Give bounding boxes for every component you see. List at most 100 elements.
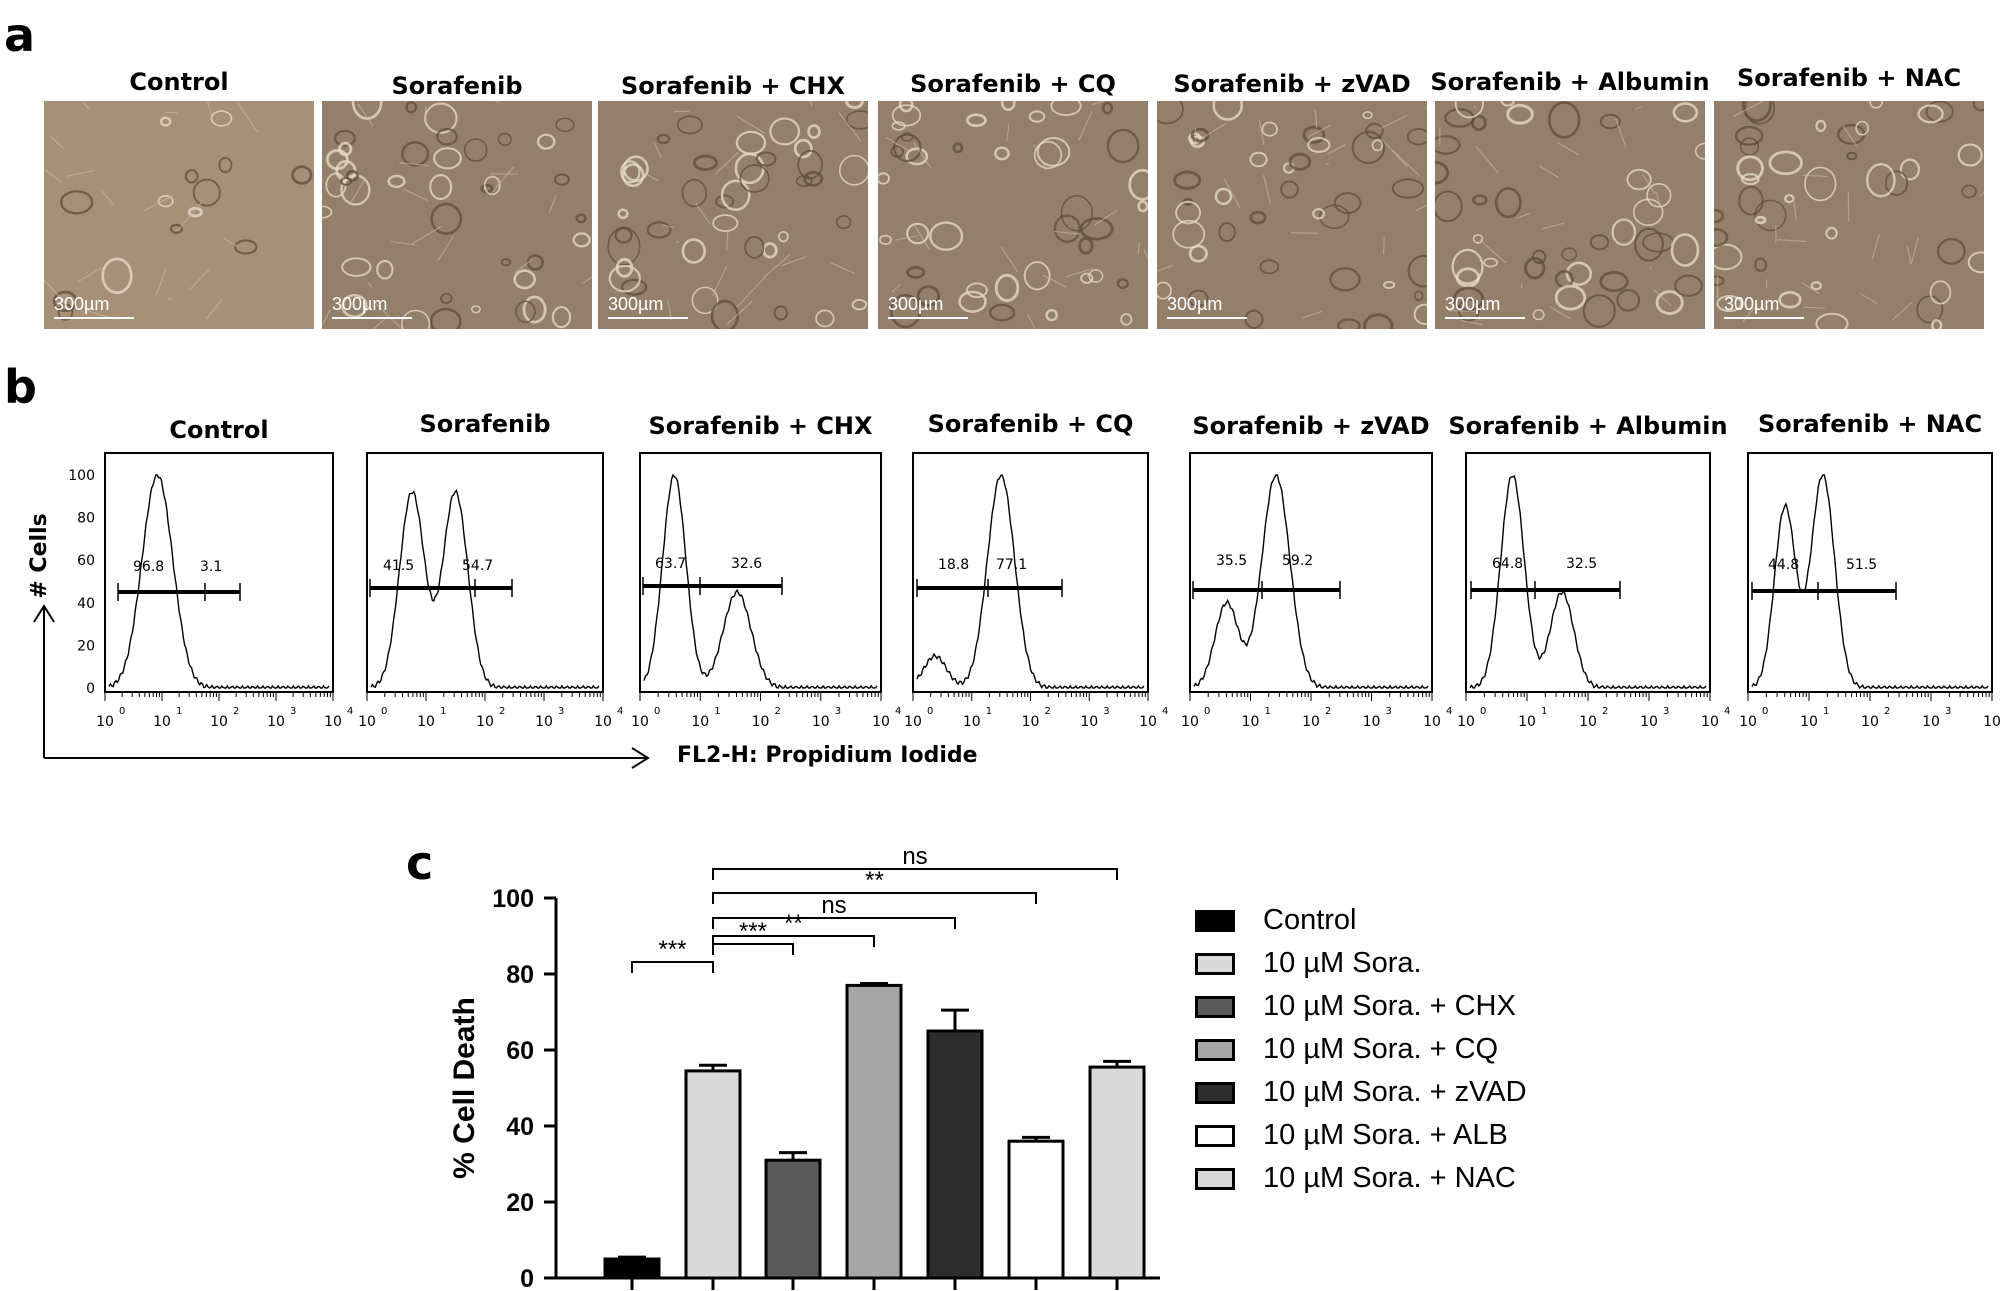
scale-bar — [608, 317, 688, 319]
micrograph-title: Sorafenib + Albumin — [1430, 68, 1710, 96]
legend-label: Control — [1263, 904, 1357, 936]
significance-label: ns — [902, 843, 927, 870]
x-tick-label: 10 — [1800, 714, 1818, 730]
legend-label: 10 µM Sora. + zVAD — [1263, 1076, 1527, 1108]
x-tick-exponent: 2 — [1045, 706, 1051, 717]
significance-label: *** — [739, 918, 767, 945]
x-tick-exponent: 1 — [440, 706, 446, 717]
micrograph-title: Sorafenib + zVAD — [1173, 70, 1411, 98]
x-tick-exponent: 3 — [290, 706, 296, 717]
x-tick-label: 10 — [1861, 714, 1879, 730]
x-tick-exponent: 4 — [1162, 706, 1168, 717]
gate-percentage-left: 35.5 — [1216, 553, 1247, 569]
legend-item: 10 µM Sora. + CHX — [1195, 990, 1715, 1022]
bar — [684, 1069, 742, 1280]
legend-swatch — [1195, 953, 1235, 975]
x-tick-exponent: 0 — [119, 706, 125, 717]
panel-letter-c: c — [406, 836, 434, 890]
x-tick-label: 10 — [1242, 714, 1260, 730]
gate-percentage-right: 3.1 — [200, 559, 222, 575]
significance-bracket — [712, 868, 1118, 880]
x-tick-exponent: 2 — [499, 706, 505, 717]
bar — [1007, 1139, 1065, 1280]
x-tick-label: 10 — [96, 714, 114, 730]
x-tick-label: 10 — [1139, 714, 1157, 730]
x-tick-label: 10 — [752, 714, 770, 730]
x-tick-label: 10 — [417, 714, 435, 730]
scale-bar-label: 300µm — [888, 294, 944, 314]
micrograph-image: 300µm — [1157, 101, 1427, 329]
gate-percentage-right: 59.2 — [1282, 553, 1313, 569]
gate-percentage-left: 44.8 — [1768, 557, 1799, 573]
x-tick-label: 10 — [1922, 714, 1940, 730]
scale-bar — [1724, 317, 1804, 319]
x-tick-exponent: 1 — [1823, 706, 1829, 717]
panel-letter-b: b — [4, 360, 37, 414]
histogram-title: Sorafenib + Albumin — [1448, 412, 1728, 440]
micrograph-title: Sorafenib + CQ — [910, 70, 1116, 98]
x-axis-title: FL2-H: Propidium Iodide — [677, 743, 978, 768]
x-tick-exponent: 3 — [1663, 706, 1669, 717]
x-tick-exponent: 4 — [617, 706, 623, 717]
histogram: 10 0 10 1 10 2 10 3 10 4 64.8 32.5 — [1457, 452, 1730, 730]
x-tick-exponent: 1 — [986, 706, 992, 717]
x-tick-label: 10 — [1302, 714, 1320, 730]
x-tick-label: 10 — [535, 714, 553, 730]
legend-item: 10 µM Sora. — [1195, 947, 1715, 979]
bar — [845, 983, 903, 1280]
x-tick-label: 10 — [1579, 714, 1597, 730]
x-tick-exponent: 4 — [347, 706, 353, 717]
x-tick-label: 10 — [267, 714, 285, 730]
x-tick-exponent: 4 — [1446, 706, 1452, 717]
bar — [764, 1158, 822, 1280]
x-tick-label: 10 — [358, 714, 376, 730]
legend-label: 10 µM Sora. + CQ — [1263, 1033, 1499, 1065]
histogram-title: Sorafenib + zVAD — [1192, 412, 1430, 440]
bar — [926, 1029, 984, 1280]
x-tick-exponent: 3 — [1945, 706, 1951, 717]
x-tick-label: 10 — [1423, 714, 1441, 730]
histogram: 10 0 10 1 10 2 10 3 10 4 41.5 54.7 — [358, 452, 623, 730]
x-tick-label: 10 — [324, 714, 342, 730]
scale-bar — [54, 317, 134, 319]
legend-item: 10 µM Sora. + CQ — [1195, 1033, 1715, 1065]
x-tick-label: 10 — [691, 714, 709, 730]
y-tick-label: 20 — [506, 1189, 534, 1217]
x-tick-exponent: 2 — [1325, 706, 1331, 717]
x-tick-label: 10 — [1518, 714, 1536, 730]
y-axis-title: # Cells — [27, 513, 52, 598]
scale-bar-label: 300µm — [1724, 294, 1780, 314]
x-tick-label: 10 — [153, 714, 171, 730]
micrograph-image: 300µm — [44, 101, 314, 329]
significance-label: ns — [821, 892, 846, 919]
histogram: 10 0 10 1 10 2 10 3 10 4 96.8 3.1 — [96, 452, 353, 730]
histogram: 10010110210310444.851.5 — [1739, 452, 2001, 730]
micrograph-title: Sorafenib + NAC — [1736, 64, 1962, 92]
histogram: 10 0 10 1 10 2 10 3 10 4 63.7 32.6 — [631, 452, 901, 730]
scale-bar — [332, 317, 412, 319]
legend-item: 10 µM Sora. + ALB — [1195, 1119, 1715, 1151]
x-tick-label: 10 — [812, 714, 830, 730]
y-tick-label: 100 — [68, 468, 95, 484]
x-tick-label: 10 — [1181, 714, 1199, 730]
gate-percentage-left: 41.5 — [383, 558, 414, 574]
x-tick-exponent: 1 — [1541, 706, 1547, 717]
histogram-title: Sorafenib — [419, 410, 551, 438]
significance-label: *** — [658, 936, 686, 963]
scale-bar-label: 300µm — [608, 294, 664, 314]
x-tick-exponent: 4 — [895, 706, 901, 717]
x-tick-exponent: 3 — [1386, 706, 1392, 717]
micrograph-title: Sorafenib + CHX — [620, 72, 846, 100]
scale-bar — [1167, 317, 1247, 319]
x-tick-label: 10 — [1640, 714, 1658, 730]
x-tick-label: 10 — [904, 714, 922, 730]
y-tick-label: 100 — [492, 885, 534, 913]
legend-label: 10 µM Sora. + NAC — [1263, 1162, 1516, 1194]
micrograph-title: Sorafenib — [391, 72, 523, 100]
x-tick-exponent: 1 — [714, 706, 720, 717]
legend-label: 10 µM Sora. — [1263, 947, 1422, 979]
micrograph-image: 300µm — [322, 101, 592, 329]
x-tick-exponent: 2 — [1884, 706, 1890, 717]
chart-y-label: % Cell Death — [448, 997, 481, 1179]
